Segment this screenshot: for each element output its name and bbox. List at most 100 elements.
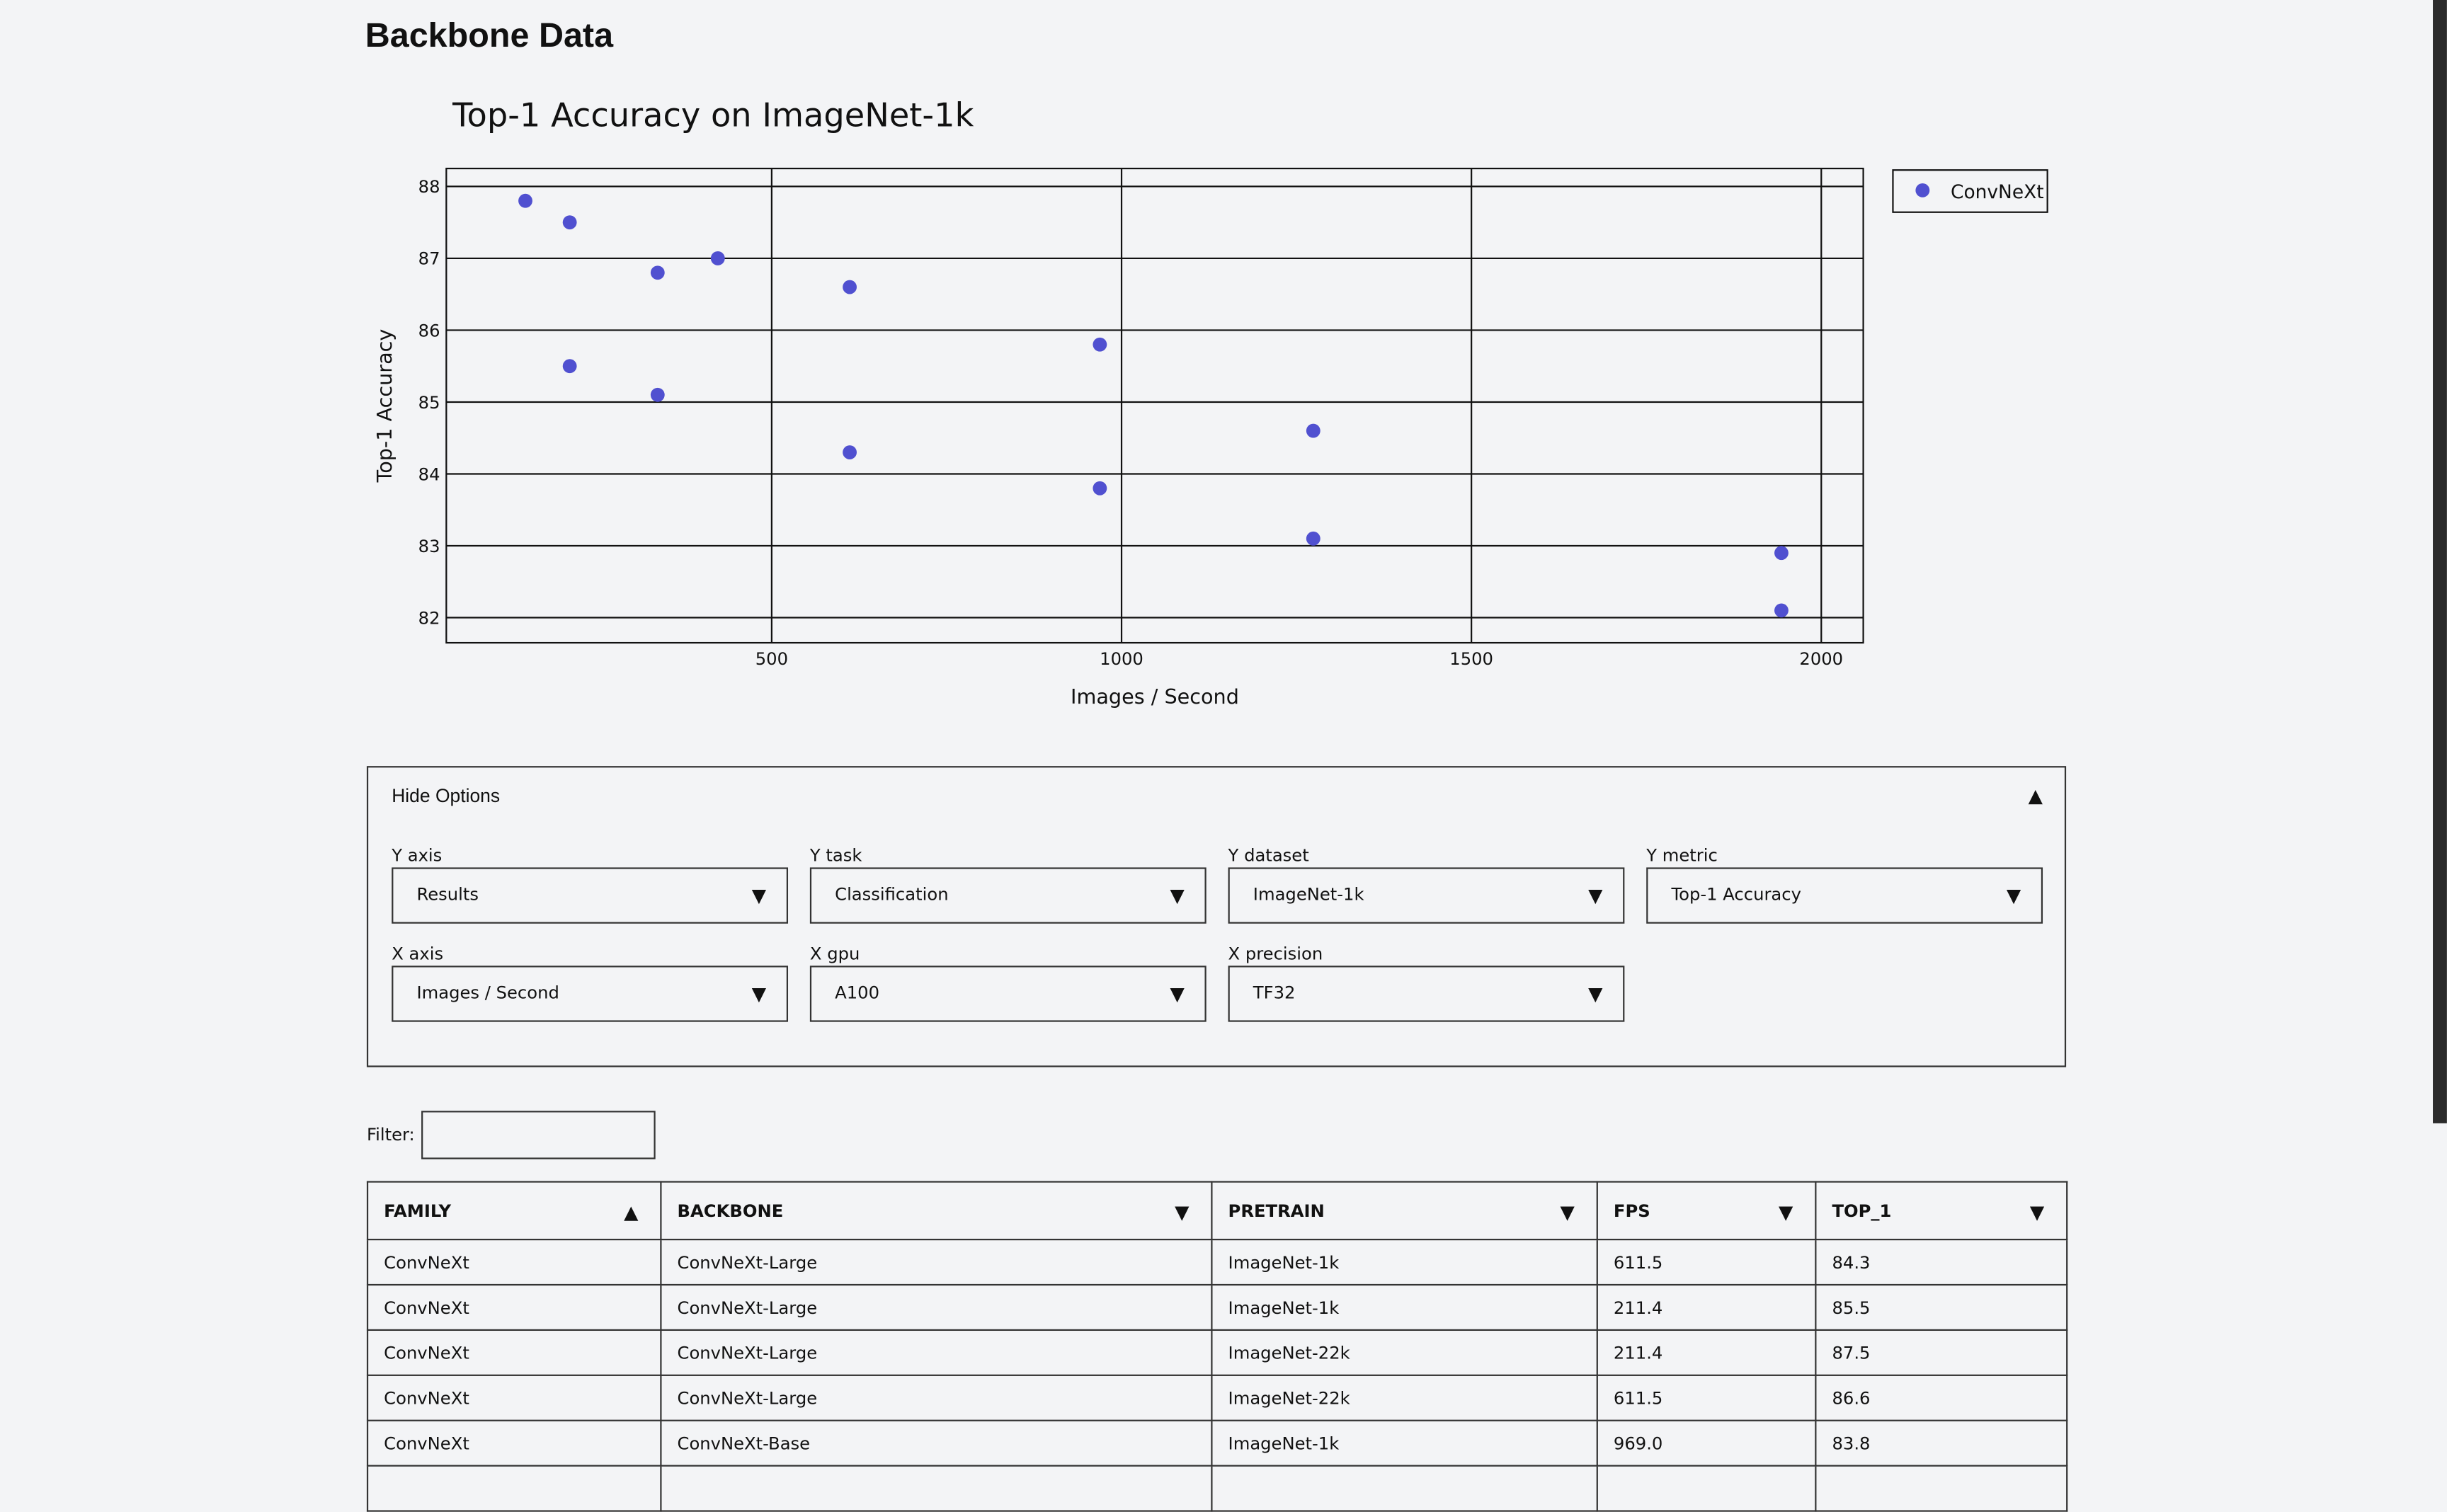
data-point — [843, 280, 857, 294]
data-point — [1093, 337, 1107, 352]
caret-down-icon: ▼ — [2006, 884, 2021, 907]
sort-descending-icon: ▼ — [1175, 1201, 1190, 1223]
y-task-select[interactable]: Classification ▼ — [809, 867, 1207, 924]
scrollbar-thumb[interactable] — [2433, 0, 2447, 1123]
y-tick-label: 85 — [418, 392, 440, 413]
x-tick-label: 500 — [755, 648, 788, 669]
column-header-label: TOP_1 — [1832, 1200, 1892, 1221]
column-header-backbone[interactable]: BACKBONE ▼ — [660, 1181, 1213, 1241]
table-row: ConvNeXt ConvNeXt-Large ImageNet-22k 611… — [366, 1374, 2068, 1421]
table-cell: 211.4 — [1596, 1329, 1817, 1376]
scatter-chart: Top-1 Accuracy on ImageNet-1k 500 1000 150… — [372, 96, 2048, 709]
table-row — [366, 1465, 2068, 1512]
data-point — [710, 251, 725, 265]
sort-descending-icon: ▼ — [1560, 1201, 1575, 1223]
legend-marker-icon — [1915, 183, 1930, 197]
table-cell: ConvNeXt — [366, 1283, 662, 1331]
legend-label: ConvNeXt — [1951, 181, 2044, 203]
legend: ConvNeXt — [1892, 169, 2048, 213]
table-cell: 969.0 — [1596, 1419, 1817, 1467]
table-cell — [1211, 1465, 1598, 1512]
y-tick-label: 87 — [418, 248, 440, 269]
y-metric-label: Y metric — [1646, 845, 1718, 866]
caret-down-icon: ▼ — [1588, 983, 1603, 1005]
caret-down-icon: ▼ — [1588, 884, 1603, 907]
x-precision-field: X precision TF32 ▼ — [1228, 944, 1625, 1022]
data-points — [518, 193, 1789, 618]
data-point — [562, 359, 577, 374]
table-cell: 87.5 — [1815, 1329, 2068, 1376]
filter-input[interactable] — [421, 1111, 656, 1159]
column-header-label: FPS — [1613, 1200, 1650, 1221]
table-row: ConvNeXt ConvNeXt-Large ImageNet-22k 211… — [366, 1329, 2068, 1376]
data-point — [1774, 546, 1789, 561]
column-header-pretrain[interactable]: PRETRAIN ▼ — [1211, 1181, 1598, 1241]
table-cell: 83.8 — [1815, 1419, 2068, 1467]
y-metric-field: Y metric Top-1 Accuracy ▼ — [1646, 846, 2043, 924]
table-cell — [366, 1465, 662, 1512]
table-cell: 86.6 — [1815, 1374, 2068, 1421]
options-toggle-label: Hide Options — [392, 784, 501, 807]
table-cell: ImageNet-22k — [1211, 1374, 1598, 1421]
y-dataset-label: Y dataset — [1228, 845, 1309, 866]
backbone-table: FAMILY ▲ BACKBONE ▼ PRETRAIN ▼ FPS ▼ TOP_1 ▼ … — [366, 1181, 2068, 1512]
chart-title: Top-1 Accuracy on ImageNet-1k — [452, 96, 974, 134]
table-header-row: FAMILY ▲ BACKBONE ▼ PRETRAIN ▼ FPS ▼ TOP_1 ▼ — [366, 1181, 2068, 1241]
column-header-label: FAMILY — [384, 1200, 452, 1221]
y-dataset-value: ImageNet-1k — [1253, 884, 1364, 905]
legend-box — [1892, 169, 2048, 213]
x-gpu-label: X gpu — [809, 944, 860, 965]
table-cell: 611.5 — [1596, 1238, 1817, 1286]
y-axis-value: Results — [416, 884, 479, 905]
table-cell: ImageNet-1k — [1211, 1283, 1598, 1331]
sort-descending-icon: ▼ — [1779, 1201, 1793, 1223]
column-header-fps[interactable]: FPS ▼ — [1596, 1181, 1817, 1241]
table-cell: 84.3 — [1815, 1238, 2068, 1286]
data-point — [1093, 481, 1107, 496]
table-cell: ConvNeXt — [366, 1419, 662, 1467]
x-gpu-select[interactable]: A100 ▼ — [809, 966, 1207, 1022]
table-cell: ConvNeXt — [366, 1374, 662, 1421]
table-cell: ConvNeXt-Base — [660, 1419, 1213, 1467]
sort-descending-icon: ▼ — [2029, 1201, 2045, 1223]
y-axis-title: Top-1 Accuracy — [372, 329, 397, 483]
y-tick-label: 86 — [418, 320, 440, 340]
table-cell: ImageNet-1k — [1211, 1238, 1598, 1286]
data-point — [650, 265, 665, 280]
table-cell: 211.4 — [1596, 1283, 1817, 1331]
caret-down-icon: ▼ — [751, 983, 767, 1005]
y-task-value: Classification — [835, 884, 949, 905]
data-point — [1306, 531, 1321, 546]
table-cell: ConvNeXt-Large — [660, 1238, 1213, 1286]
column-header-family[interactable]: FAMILY ▲ — [366, 1181, 662, 1241]
y-metric-select[interactable]: Top-1 Accuracy ▼ — [1646, 867, 2043, 924]
y-tick-label: 82 — [418, 607, 440, 628]
data-point — [562, 215, 577, 230]
y-metric-value: Top-1 Accuracy — [1671, 884, 1801, 905]
table-cell: ImageNet-22k — [1211, 1329, 1598, 1376]
y-dataset-select[interactable]: ImageNet-1k ▼ — [1228, 867, 1625, 924]
column-header-label: BACKBONE — [677, 1200, 784, 1221]
table-cell: ConvNeXt-Large — [660, 1374, 1213, 1421]
column-header-top-1[interactable]: TOP_1 ▼ — [1815, 1181, 2068, 1241]
caret-down-icon: ▼ — [751, 884, 767, 907]
y-axis-field: Y axis Results ▼ — [392, 846, 789, 924]
y-tick-label: 88 — [418, 176, 440, 197]
x-axis-label: X axis — [392, 944, 444, 965]
data-point — [1306, 423, 1321, 438]
options-toggle[interactable]: Hide Options ▲ — [368, 767, 2065, 827]
x-precision-value: TF32 — [1253, 983, 1296, 1004]
collapse-up-icon: ▲ — [2028, 784, 2043, 807]
x-axis-select[interactable]: Images / Second ▼ — [392, 966, 789, 1022]
x-precision-select[interactable]: TF32 ▼ — [1228, 966, 1625, 1022]
x-tick-label: 2000 — [1799, 648, 1843, 669]
caret-down-icon: ▼ — [1170, 983, 1185, 1005]
table-cell: ConvNeXt — [366, 1329, 662, 1376]
y-axis-select[interactable]: Results ▼ — [392, 867, 789, 924]
table-cell: ConvNeXt-Large — [660, 1283, 1213, 1331]
page-title: Backbone Data — [365, 16, 614, 55]
x-tick-label: 1500 — [1449, 648, 1493, 669]
y-tick-label: 83 — [418, 536, 440, 556]
sort-ascending-icon: ▲ — [624, 1201, 639, 1223]
table-cell: 85.5 — [1815, 1283, 2068, 1331]
